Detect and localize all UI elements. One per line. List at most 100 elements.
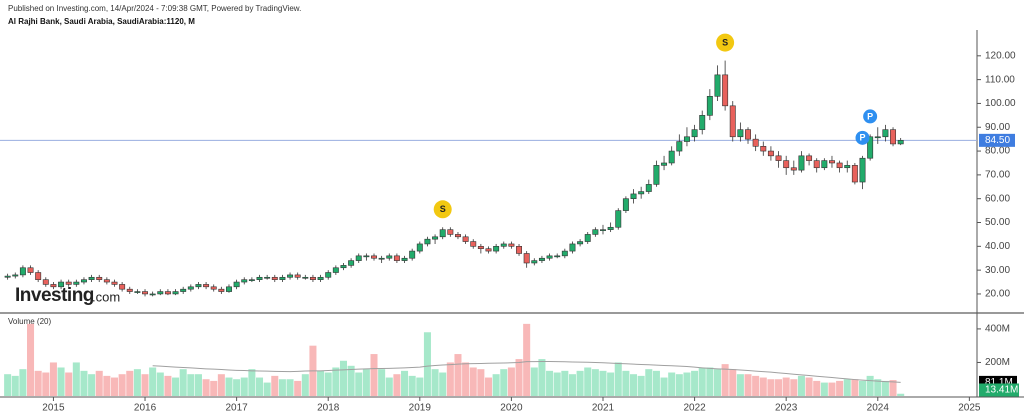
volume-bar	[49, 362, 57, 396]
candle-body	[80, 279, 87, 283]
volume-bar	[660, 377, 668, 396]
volume-bar	[576, 370, 584, 396]
volume-bar	[255, 377, 264, 396]
candle-body	[745, 129, 751, 140]
volume-bar	[805, 377, 813, 396]
volume-bar	[790, 379, 798, 396]
event-marker-label: S	[440, 204, 446, 214]
candle-body	[737, 129, 744, 138]
volume-bar	[775, 379, 783, 396]
y2-tick-label: 400M	[985, 324, 1010, 335]
candle-body	[180, 288, 187, 292]
volume-bar	[897, 393, 905, 396]
candle-body	[775, 155, 782, 161]
volume-bar	[324, 372, 332, 396]
candle-body	[340, 265, 347, 269]
x-tick-label: 2016	[134, 403, 157, 414]
candle-body	[241, 279, 248, 283]
volume-bar	[80, 370, 88, 396]
volume-bar	[240, 377, 248, 396]
candle-body	[12, 274, 19, 277]
volume-bar	[271, 375, 279, 396]
volume-bar	[530, 367, 538, 396]
candle-body	[783, 160, 790, 169]
volume-bar	[401, 370, 409, 396]
candle-body	[73, 281, 80, 285]
candle-body	[821, 160, 828, 169]
volume-bar	[149, 367, 157, 396]
candle-body	[538, 257, 545, 261]
volume-bar	[492, 374, 500, 396]
candle-body	[210, 286, 217, 290]
candle-body	[119, 284, 126, 290]
volume-bar	[248, 369, 256, 396]
candle-body	[363, 255, 370, 258]
candle-body	[592, 229, 599, 235]
candle-body	[226, 286, 232, 292]
candle-body	[439, 229, 446, 238]
candle-body	[27, 267, 34, 273]
volume-bar	[752, 375, 760, 396]
volume-bar	[614, 362, 622, 396]
candle-body	[714, 74, 721, 97]
volume-bar	[782, 377, 790, 396]
volume-bar	[691, 370, 699, 396]
candle-body	[844, 165, 851, 169]
candle-body	[691, 129, 698, 138]
candle-body	[722, 74, 729, 107]
candle-body	[65, 281, 72, 285]
volume-bar	[57, 367, 65, 396]
y-tick-label: 90.00	[985, 122, 1010, 133]
candle-body	[569, 243, 576, 252]
x-tick-label: 2015	[42, 403, 65, 414]
candle-body	[600, 229, 606, 231]
volume-bar	[233, 379, 241, 396]
candle-body	[332, 267, 339, 273]
candle-body	[393, 255, 400, 261]
volume-bar	[339, 360, 347, 396]
candle-body	[630, 193, 637, 199]
volume-ma-line	[152, 360, 901, 383]
y-tick-label: 80.00	[985, 146, 1010, 157]
candle-body	[668, 150, 675, 164]
candle-body	[470, 241, 477, 247]
volume-bar	[759, 377, 767, 396]
volume-bar	[454, 354, 462, 396]
volume-bar	[416, 377, 424, 396]
candle-body	[187, 286, 194, 290]
volume-bar	[210, 380, 218, 396]
candle-body	[35, 272, 42, 280]
candle-body	[317, 276, 324, 280]
volume-bar	[408, 375, 416, 396]
volume-bar	[65, 372, 73, 396]
volume-bar	[729, 369, 737, 396]
candle-body	[378, 257, 385, 260]
y-tick-label: 110.00	[985, 74, 1015, 85]
candle-body	[302, 276, 309, 279]
candle-body	[622, 198, 629, 211]
y-tick-label: 60.00	[985, 193, 1010, 204]
volume-bar	[378, 369, 386, 396]
x-tick-label: 2024	[867, 403, 890, 414]
candle-body	[409, 250, 416, 259]
volume-bar	[423, 332, 431, 396]
volume-bar	[591, 369, 599, 396]
volume-bar	[836, 380, 844, 396]
volume-bar	[194, 374, 202, 396]
volume-bar	[675, 374, 683, 396]
volume-bar	[462, 362, 470, 396]
volume-last-label: 13.41M	[985, 385, 1018, 396]
volume-bar	[4, 374, 12, 396]
candle-body	[699, 115, 706, 130]
y-tick-label: 120.00	[985, 50, 1016, 61]
volume-bar	[217, 374, 225, 396]
volume-last-label-box	[979, 383, 1019, 397]
candle-body	[729, 105, 736, 138]
volume-bar	[858, 380, 867, 396]
chart-title: Al Rajhi Bank, Saudi Arabia, SaudiArabia…	[8, 17, 195, 26]
volume-bar	[546, 370, 554, 396]
y-tick-label: 30.00	[985, 265, 1010, 276]
candle-body	[531, 260, 538, 264]
publish-note: Published on Investing.com, 14/Apr/2024 …	[8, 4, 301, 13]
